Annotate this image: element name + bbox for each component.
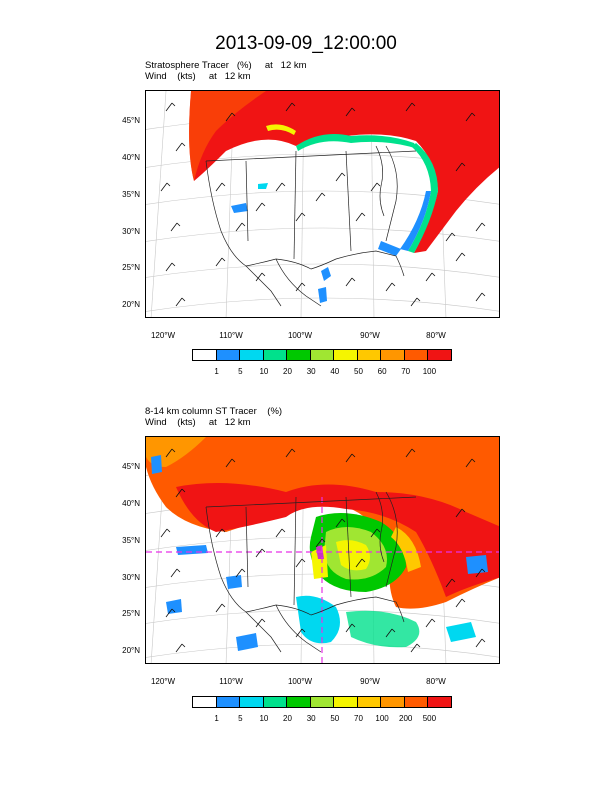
panel2-lat-label: 40°N — [122, 499, 140, 508]
panel1-lat-label: 30°N — [122, 227, 140, 236]
colorbar-swatch — [428, 697, 452, 707]
panel2-map — [145, 436, 500, 664]
colorbar-swatch — [310, 697, 335, 707]
colorbar-swatch — [310, 350, 335, 360]
colorbar-swatch — [263, 350, 288, 360]
panel2-colorbar-label: 10 — [259, 714, 269, 723]
colorbar-swatch — [240, 697, 264, 707]
panel2-lat-label: 20°N — [122, 646, 140, 655]
panel1-colorbar-label: 60 — [377, 367, 387, 376]
panel1-lon-label: 80°W — [426, 331, 446, 340]
colorbar-swatch — [287, 350, 311, 360]
colorbar-swatch — [334, 697, 358, 707]
panel1-lat-label: 40°N — [122, 153, 140, 162]
panel2-lon-label: 80°W — [426, 677, 446, 686]
colorbar-swatch — [381, 350, 405, 360]
colorbar-swatch — [193, 350, 217, 360]
panel2-colorbar — [192, 696, 452, 708]
panel2-subtitle-1: 8-14 km column ST Tracer (%) — [145, 406, 283, 417]
panel1-lon-label: 90°W — [360, 331, 380, 340]
panel2-subtitle-2: Wind (kts) at 12 km — [145, 417, 251, 428]
colorbar-swatch — [287, 697, 311, 707]
panel1-colorbar-label: 5 — [238, 367, 243, 376]
panel1-map — [145, 90, 500, 318]
colorbar-swatch — [334, 350, 358, 360]
panel1-lat-label: 45°N — [122, 116, 140, 125]
panel2-lon-label: 120°W — [150, 677, 176, 686]
colorbar-swatch — [240, 350, 264, 360]
colorbar-swatch — [216, 697, 241, 707]
panel1-colorbar-label: 10 — [259, 367, 269, 376]
panel1-colorbar-label: 70 — [401, 367, 411, 376]
panel2-lon-label: 110°W — [219, 677, 243, 686]
panel2-lat-label: 30°N — [122, 573, 140, 582]
panel1-colorbar-label: 100 — [422, 367, 437, 376]
colorbar-swatch — [381, 697, 405, 707]
panel2-lat-label: 45°N — [122, 462, 140, 471]
colorbar-swatch — [216, 350, 241, 360]
panel1-lon-label: 120°W — [150, 331, 176, 340]
panel1-lon-label: 100°W — [287, 331, 313, 340]
panel2-colorbar-label: 1 — [214, 714, 219, 723]
panel1-lat-label: 25°N — [122, 263, 140, 272]
panel2-colorbar-label: 500 — [422, 714, 437, 723]
panel1-subtitle-1: Stratosphere Tracer (%) at 12 km — [145, 60, 307, 71]
panel1-lat-label: 20°N — [122, 300, 140, 309]
panel2-colorbar-label: 20 — [283, 714, 292, 723]
panel2-lon-label: 90°W — [360, 677, 380, 686]
panel1-colorbar-label: 50 — [354, 367, 363, 376]
panel1-colorbar-label: 20 — [283, 367, 292, 376]
panel2-colorbar-label: 100 — [375, 714, 389, 723]
colorbar-swatch — [357, 697, 382, 707]
colorbar-swatch — [357, 350, 382, 360]
panel1-colorbar-label: 30 — [306, 367, 316, 376]
panel1-colorbar-label: 40 — [330, 367, 340, 376]
page-title: 2013-09-09_12:00:00 — [215, 33, 397, 54]
panel1-colorbar-label: 1 — [214, 367, 219, 376]
panel2-colorbar-label: 30 — [306, 714, 316, 723]
colorbar-swatch — [404, 697, 429, 707]
panel2-colorbar-label: 200 — [399, 714, 413, 723]
panel1-lon-label: 110°W — [219, 331, 243, 340]
panel2-colorbar-label: 50 — [330, 714, 340, 723]
panel1-colorbar — [192, 349, 452, 361]
panel1-lat-label: 35°N — [122, 190, 140, 199]
panel2-colorbar-label: 5 — [238, 714, 243, 723]
panel2-lat-label: 35°N — [122, 536, 140, 545]
panel2-lat-label: 25°N — [122, 609, 140, 618]
panel2-lon-label: 100°W — [287, 677, 313, 686]
colorbar-swatch — [193, 697, 217, 707]
colorbar-swatch — [404, 350, 429, 360]
panel1-subtitle-2: Wind (kts) at 12 km — [145, 71, 251, 82]
colorbar-swatch — [428, 350, 452, 360]
colorbar-swatch — [263, 697, 288, 707]
panel2-colorbar-label: 70 — [354, 714, 363, 723]
